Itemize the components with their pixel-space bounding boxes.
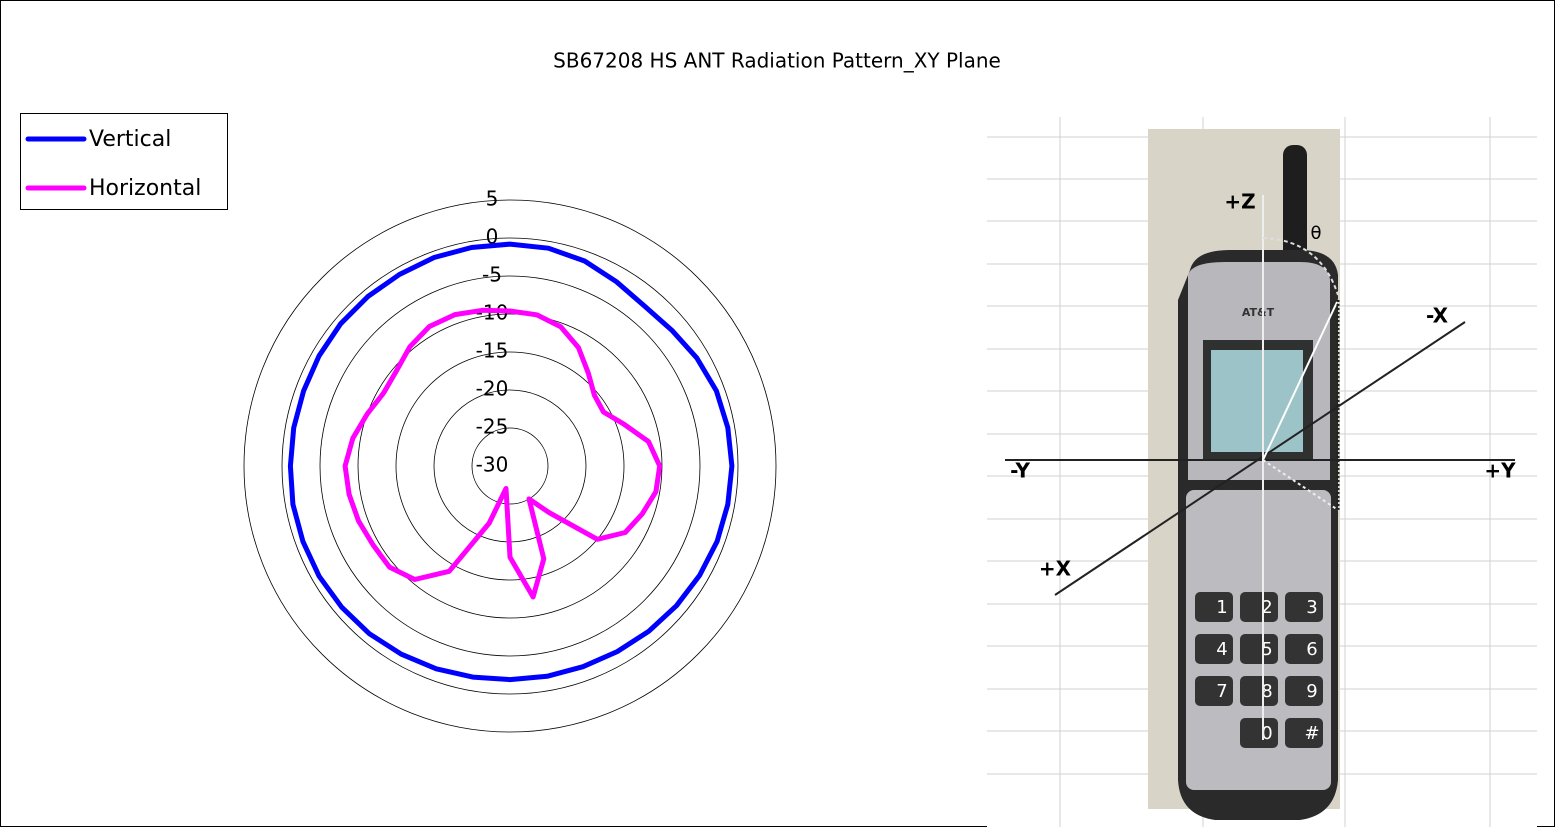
r-tick-label: -20: [476, 377, 509, 401]
r-tick-label: 5: [486, 187, 499, 211]
r-tick-label: -30: [476, 453, 509, 477]
r-tick-label: -25: [476, 415, 509, 439]
key-label: 1: [1216, 597, 1227, 618]
axis-label: θ: [1310, 223, 1321, 244]
axis-label: +X: [1039, 557, 1072, 581]
r-tick-label: -15: [476, 339, 509, 363]
legend-label: Vertical: [89, 127, 171, 152]
key-label: 3: [1306, 597, 1317, 618]
axis-label: -X: [1426, 304, 1449, 328]
key-label: 4: [1216, 639, 1227, 660]
key-label: 7: [1216, 681, 1227, 702]
key-label: #: [1304, 723, 1319, 744]
key-label: 6: [1306, 639, 1317, 660]
screen: [1211, 350, 1303, 452]
axis-label: +Y: [1484, 459, 1516, 483]
brand: AT&T: [1242, 306, 1275, 319]
r-tick-label: -5: [482, 263, 502, 287]
axis-label: +Z: [1224, 190, 1255, 214]
key-label: 9: [1306, 681, 1317, 702]
legend-label: Horizontal: [89, 176, 201, 201]
axis-label: -Y: [1010, 459, 1030, 483]
page: SB67208 HS ANT Radiation Pattern_XY Plan…: [0, 0, 1555, 827]
chart-title: SB67208 HS ANT Radiation Pattern_XY Plan…: [553, 49, 1001, 73]
